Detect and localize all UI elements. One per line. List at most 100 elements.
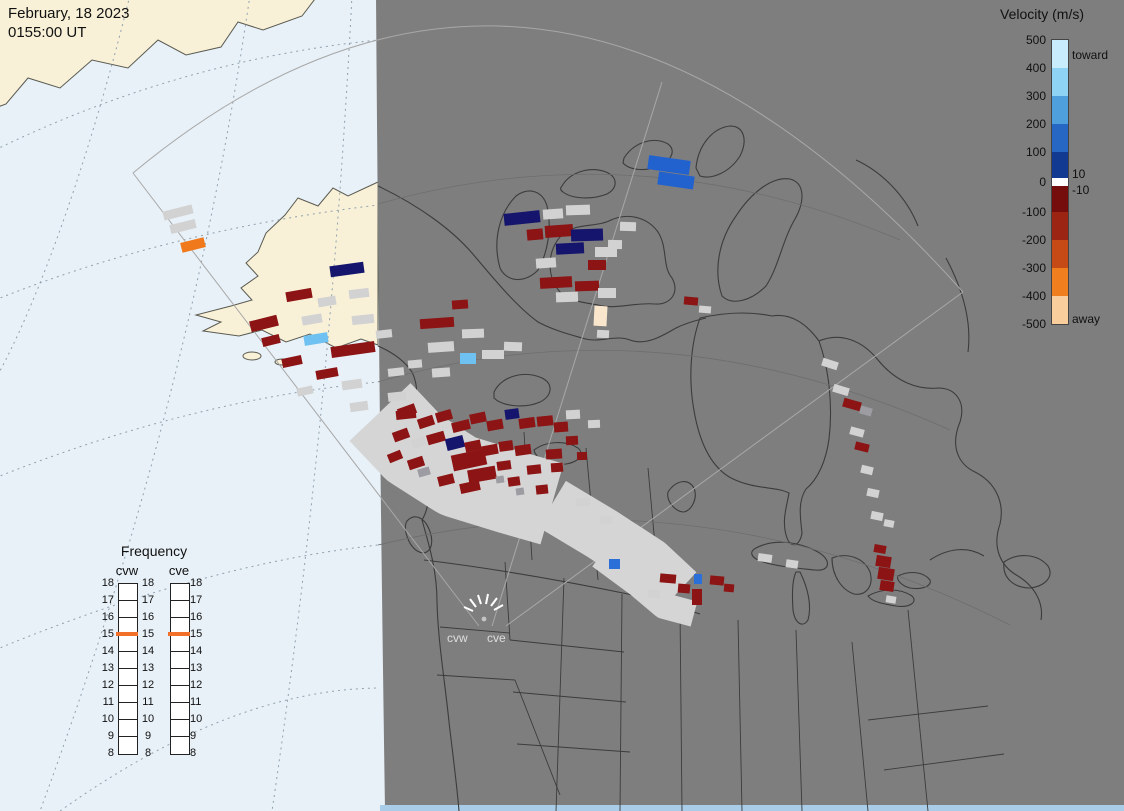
frequency-bar-cvw (118, 583, 138, 755)
colorbar-segment (1052, 68, 1068, 96)
radar-label-cve: cve (487, 631, 506, 645)
velocity-cell (694, 574, 702, 584)
colorbar-segment (1052, 212, 1068, 240)
velocity-cell (518, 416, 536, 430)
great-bear-lake (493, 374, 551, 407)
velocity-cell (555, 291, 579, 303)
inner-tick-minus10: -10 (1072, 183, 1090, 197)
velocity-cell (535, 257, 557, 269)
hudson-bay (690, 312, 832, 546)
velocity-cell (427, 341, 455, 353)
velocity-cell (514, 443, 532, 457)
frequency-tick-label: 12 (101, 679, 114, 691)
frequency-tick-label: 16 (141, 611, 155, 623)
frequency-tick-label: 15 (190, 628, 203, 640)
velocity-cell (570, 228, 604, 242)
velocity-cell (451, 299, 469, 310)
velocity-cell (785, 559, 799, 569)
velocity-cell (496, 460, 512, 471)
freq-column-cve: cve (168, 563, 190, 578)
velocity-cell (849, 426, 865, 438)
velocity-cell (657, 171, 695, 190)
velocity-cell (451, 418, 471, 434)
velocity-cell (842, 397, 862, 412)
velocity-tick-label: -100 (1021, 205, 1046, 219)
lake-huron (831, 555, 872, 595)
velocity-cell (285, 287, 313, 303)
velocity-cell (386, 449, 404, 464)
frequency-tick-label: 11 (102, 696, 114, 708)
inner-tick-plus10: 10 (1072, 167, 1086, 181)
velocity-cell (574, 280, 600, 292)
frequency-tick-label: 13 (190, 662, 203, 674)
velocity-cell (619, 221, 637, 232)
velocity-cell (526, 464, 542, 475)
frequency-tick-label: 18 (101, 577, 114, 589)
velocity-cell (296, 385, 314, 397)
radar-site-glyph (463, 593, 504, 622)
velocity-cell (692, 589, 702, 605)
velocity-cell (315, 367, 339, 380)
velocity-cell (417, 466, 431, 478)
velocity-cell (885, 595, 897, 604)
velocity-cell (883, 519, 895, 528)
frequency-marker (116, 632, 138, 636)
velocity-cell (341, 378, 363, 391)
time-text: 0155:00 UT (8, 23, 87, 41)
velocity-cell (486, 418, 504, 432)
frequency-tick-label: 8 (107, 747, 114, 759)
velocity-cell (281, 355, 303, 368)
velocity-cell (180, 237, 206, 253)
frequency-tick-label: 17 (101, 594, 114, 606)
velocity-cell (536, 415, 554, 427)
frequency-tick-label: 14 (141, 645, 155, 657)
frequency-tick-label: 13 (141, 662, 155, 674)
map-edge-strip (380, 805, 1124, 811)
velocity-cell (709, 575, 725, 586)
velocity-cell (832, 383, 850, 397)
frequency-bar-cell (119, 703, 137, 720)
frequency-tick-label: 14 (190, 645, 203, 657)
siberia-landmass (0, 0, 315, 107)
velocity-tick-label: 500 (1025, 33, 1046, 47)
velocity-tick-label: 200 (1025, 117, 1046, 131)
velocity-cell (575, 497, 591, 507)
velocity-cell (600, 516, 612, 524)
velocity-cell (459, 480, 481, 494)
colorbar-segment (1052, 178, 1068, 186)
velocity-cell (162, 204, 194, 221)
frequency-tick-label: 15 (141, 628, 155, 640)
colorbar-segment (1052, 40, 1068, 68)
velocity-cell (535, 484, 549, 495)
frequency-tick-label: 10 (190, 713, 203, 725)
frequency-bar-cell (171, 686, 189, 703)
arctic-island (695, 125, 745, 178)
velocity-cell (539, 276, 573, 289)
frequency-bar-cell (119, 669, 137, 686)
velocity-cell (859, 405, 873, 417)
colorbar-segment (1052, 186, 1068, 212)
velocity-cell (854, 441, 870, 453)
frequency-tick-label: 9 (107, 730, 114, 742)
velocity-cell (870, 510, 884, 522)
lake-winnipeg (667, 481, 696, 513)
velocity-cell (877, 566, 895, 582)
away-label: away (1072, 312, 1101, 326)
frequency-tick-label: 18 (190, 577, 203, 589)
velocity-tick-label: 100 (1025, 145, 1046, 159)
graticule-day (0, 0, 379, 811)
frequency-bar-cell (119, 652, 137, 669)
banks-island (496, 190, 550, 281)
island (242, 351, 262, 361)
baffin-island (717, 178, 803, 302)
frequency-bar-cell (171, 720, 189, 737)
colorbar-segment (1052, 268, 1068, 296)
velocity-cell (348, 287, 370, 300)
velocity-cell (875, 554, 892, 569)
frequency-bar-cell (119, 720, 137, 737)
colorbar-segment (1052, 124, 1068, 152)
frequency-bar-cell (119, 584, 137, 601)
velocity-cell (698, 305, 712, 314)
